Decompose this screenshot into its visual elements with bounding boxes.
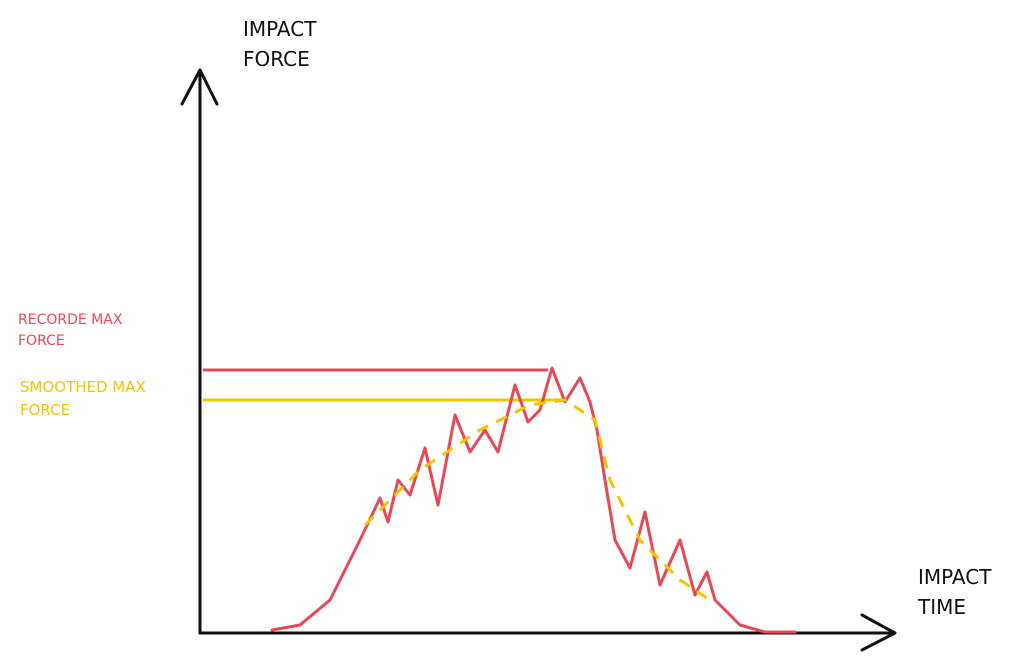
smoothed-force-curve: [363, 398, 711, 602]
recorded-force-curve: [270, 366, 797, 634]
x-axis-label: IMPACT TIME: [918, 565, 992, 619]
y-axis-label: IMPACT FORCE: [243, 17, 317, 71]
y-arrow: [180, 68, 219, 106]
smoothed-max-label: SMOOTHED MAX FORCE: [20, 378, 146, 419]
recorded-max-label: RECORDE MAX FORCE: [18, 312, 123, 349]
x-arrow: [860, 613, 897, 652]
